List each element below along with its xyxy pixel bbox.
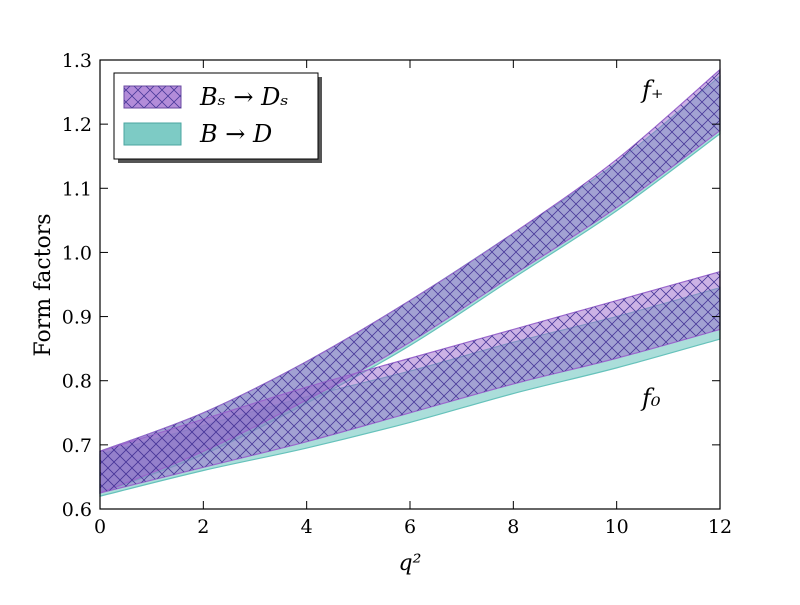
x-tick-label: 0 (94, 516, 106, 538)
y-tick-label: 0.6 (62, 499, 92, 521)
y-tick-label: 0.7 (62, 435, 92, 457)
x-tick-label: 2 (197, 516, 209, 538)
y-axis-label: Form factors (31, 213, 56, 356)
legend-label-b-d: B → D (199, 120, 272, 148)
y-tick-label: 1.2 (62, 114, 92, 136)
plot-frame (99, 59, 721, 510)
bands-layer (99, 68, 721, 497)
y-tick-label: 1.3 (62, 50, 92, 72)
x-tick-label: 8 (507, 516, 519, 538)
legend: Bₛ → Dₛ B → D (113, 72, 322, 163)
legend-swatch-b-d (123, 122, 182, 146)
labels-layer: 0 2 4 6 8 10 12 0.6 0.7 0.8 0.9 1.0 1.1 1.2 1.3 (62, 50, 732, 538)
x-tick-label: 10 (605, 516, 629, 538)
y-tick-label: 0.9 (62, 307, 92, 329)
band-hatch-bs-ds-fzero (100, 271, 720, 493)
x-tick-label: 6 (404, 516, 416, 538)
annotation-f-plus: f₊ (640, 76, 664, 104)
y-tick-label: 0.8 (62, 371, 92, 393)
legend-swatch-bs-ds-hatch (124, 86, 181, 108)
x-tick-label: 4 (301, 516, 313, 538)
annotation-f-zero: f₀ (640, 384, 661, 412)
y-tick-label: 1.0 (62, 242, 92, 264)
legend-item-bs-ds: Bₛ → Dₛ (123, 83, 288, 111)
x-tick-label: 12 (708, 516, 732, 538)
x-axis-label: q² (399, 551, 422, 576)
y-tick-label: 1.1 (62, 178, 92, 200)
legend-item-b-d: B → D (123, 120, 272, 148)
legend-label-bs-ds: Bₛ → Dₛ (199, 83, 288, 111)
